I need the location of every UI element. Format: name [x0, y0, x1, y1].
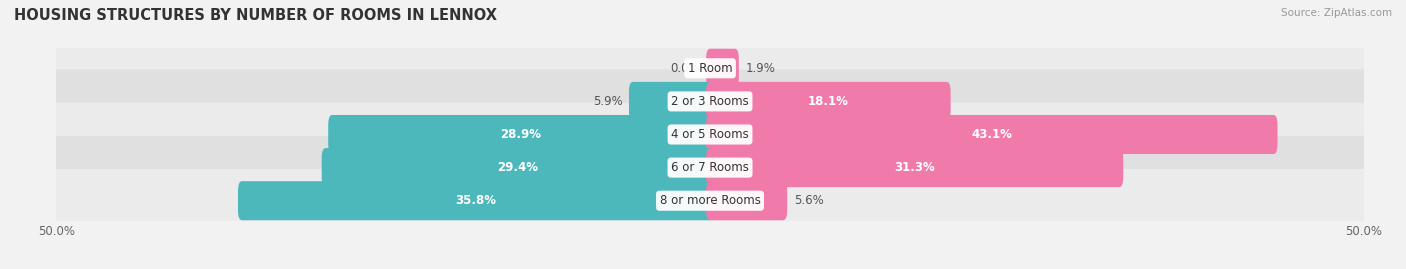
Text: 2 or 3 Rooms: 2 or 3 Rooms: [671, 95, 749, 108]
Text: 28.9%: 28.9%: [501, 128, 541, 141]
FancyBboxPatch shape: [49, 136, 1371, 199]
FancyBboxPatch shape: [322, 148, 714, 187]
Text: HOUSING STRUCTURES BY NUMBER OF ROOMS IN LENNOX: HOUSING STRUCTURES BY NUMBER OF ROOMS IN…: [14, 8, 498, 23]
FancyBboxPatch shape: [706, 49, 738, 88]
FancyBboxPatch shape: [706, 82, 950, 121]
Text: 31.3%: 31.3%: [894, 161, 935, 174]
Text: 35.8%: 35.8%: [456, 194, 496, 207]
Text: 5.9%: 5.9%: [593, 95, 623, 108]
FancyBboxPatch shape: [49, 70, 1371, 133]
Text: 18.1%: 18.1%: [808, 95, 849, 108]
FancyBboxPatch shape: [49, 103, 1371, 166]
FancyBboxPatch shape: [706, 181, 787, 220]
FancyBboxPatch shape: [706, 115, 1278, 154]
Text: 1.9%: 1.9%: [745, 62, 775, 75]
FancyBboxPatch shape: [238, 181, 714, 220]
Text: 6 or 7 Rooms: 6 or 7 Rooms: [671, 161, 749, 174]
Text: 0.0%: 0.0%: [669, 62, 700, 75]
FancyBboxPatch shape: [49, 37, 1371, 100]
Text: 8 or more Rooms: 8 or more Rooms: [659, 194, 761, 207]
Text: Source: ZipAtlas.com: Source: ZipAtlas.com: [1281, 8, 1392, 18]
FancyBboxPatch shape: [328, 115, 714, 154]
FancyBboxPatch shape: [706, 148, 1123, 187]
Text: 5.6%: 5.6%: [794, 194, 824, 207]
Text: 1 Room: 1 Room: [688, 62, 733, 75]
Text: 4 or 5 Rooms: 4 or 5 Rooms: [671, 128, 749, 141]
FancyBboxPatch shape: [49, 169, 1371, 232]
Text: 29.4%: 29.4%: [498, 161, 538, 174]
FancyBboxPatch shape: [628, 82, 714, 121]
Text: 43.1%: 43.1%: [972, 128, 1012, 141]
